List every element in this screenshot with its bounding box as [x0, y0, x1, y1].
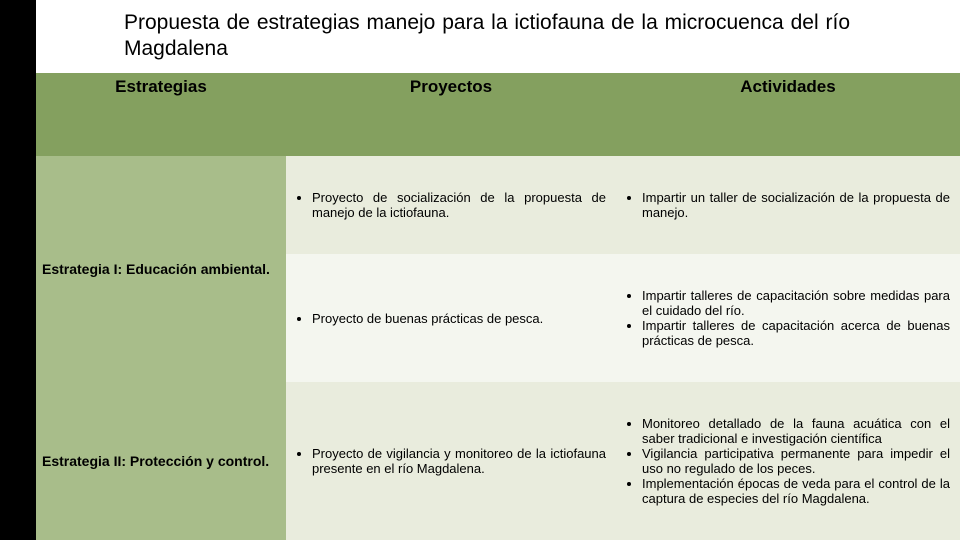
strategy-table: EstrategiasProyectosActividades Estrategi…: [36, 73, 960, 540]
left-accent-bar: [0, 0, 36, 540]
project-item: Proyecto de buenas prácticas de pesca.: [312, 311, 606, 326]
activity-item: Impartir talleres de capacitación sobre …: [642, 288, 950, 318]
table-header-c3: Actividades: [616, 73, 960, 157]
activity-item: Monitoreo detallado de la fauna acuática…: [642, 416, 950, 446]
activity-item: Impartir un taller de socialización de l…: [642, 190, 950, 220]
activities-cell: Impartir un taller de socialización de l…: [616, 156, 960, 254]
page-title: Propuesta de estrategias manejo para la …: [124, 10, 850, 63]
project-item: Proyecto de vigilancia y monitoreo de la…: [312, 446, 606, 476]
content-area: Propuesta de estrategias manejo para la …: [36, 0, 960, 540]
table-header-c2: Proyectos: [286, 73, 616, 157]
strategy-label: Estrategia II: Protección y control.: [36, 382, 286, 540]
activities-cell: Monitoreo detallado de la fauna acuática…: [616, 382, 960, 540]
project-cell: Proyecto de buenas prácticas de pesca.: [286, 254, 616, 382]
title-wrap: Propuesta de estrategias manejo para la …: [36, 0, 960, 73]
project-item: Proyecto de socialización de la propuest…: [312, 190, 606, 220]
project-cell: Proyecto de socialización de la propuest…: [286, 156, 616, 254]
activities-cell: Impartir talleres de capacitación sobre …: [616, 254, 960, 382]
activity-item: Vigilancia participativa permanente para…: [642, 446, 950, 476]
activity-item: Impartir talleres de capacitación acerca…: [642, 318, 950, 348]
project-cell: Proyecto de vigilancia y monitoreo de la…: [286, 382, 616, 540]
activity-item: Implementación épocas de veda para el co…: [642, 476, 950, 506]
slide: Propuesta de estrategias manejo para la …: [0, 0, 960, 540]
strategy-label: Estrategia I: Educación ambiental.: [36, 156, 286, 382]
table-header-c1: Estrategias: [36, 73, 286, 157]
